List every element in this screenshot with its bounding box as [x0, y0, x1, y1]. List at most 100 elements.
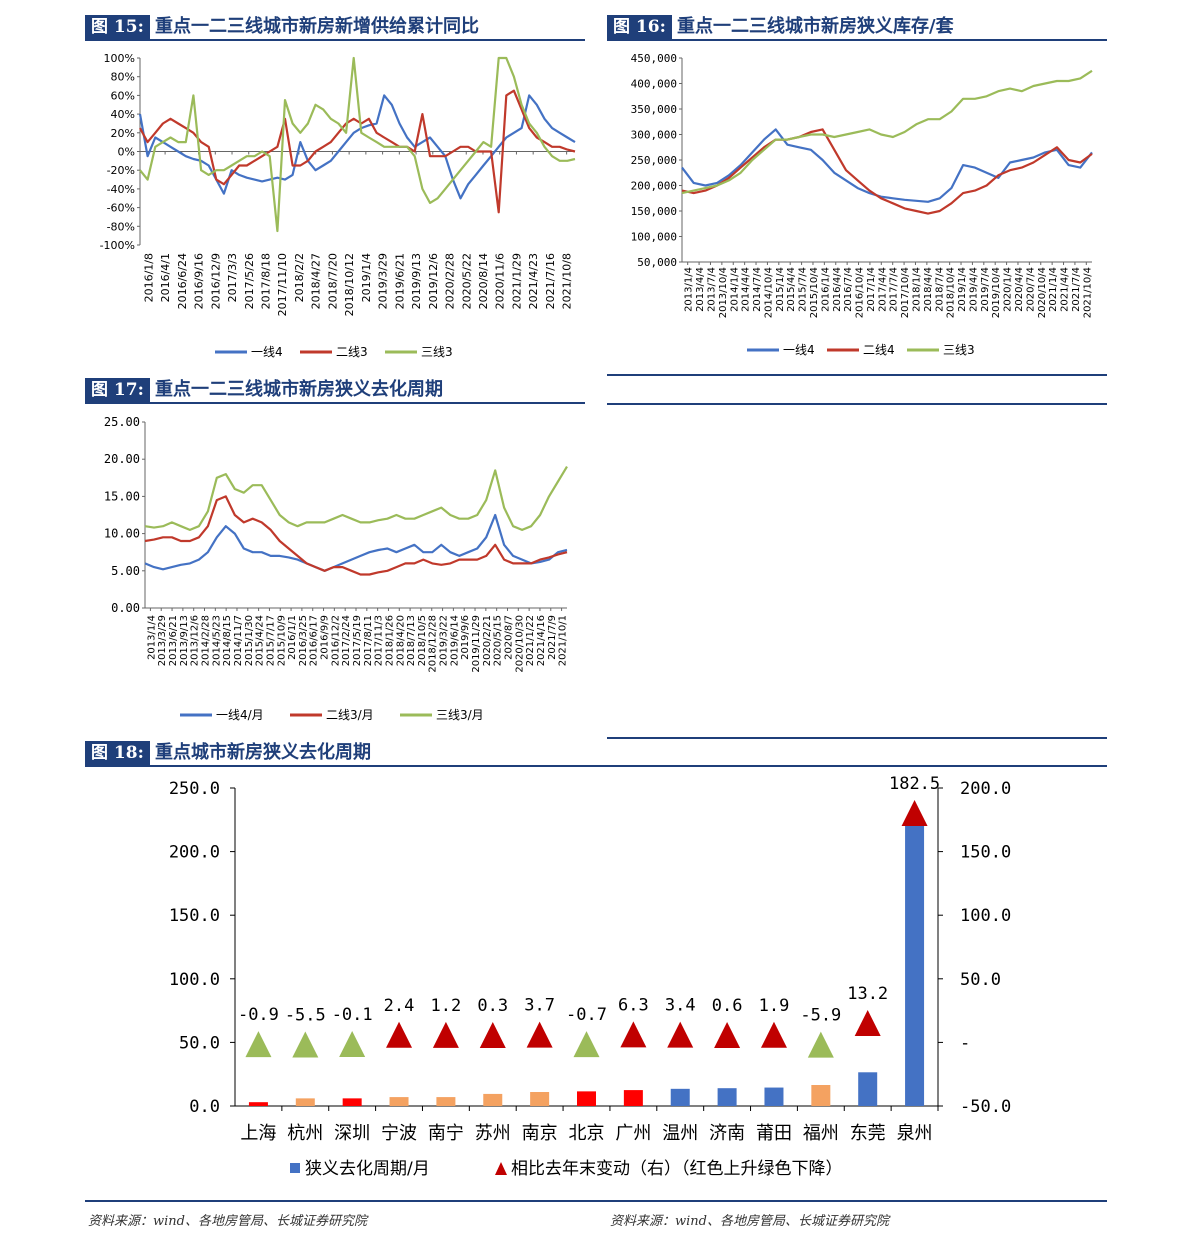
category-label: 北京	[569, 1123, 605, 1144]
series-line-2	[139, 89, 576, 214]
category-label: 南宁	[428, 1123, 464, 1144]
legend-label-3: 三线3	[421, 345, 453, 359]
x-tick-label: 2019/6/21	[393, 253, 406, 309]
divider	[85, 1200, 1107, 1202]
bar-10	[670, 1088, 690, 1106]
x-tick-label: 2018/2/2	[293, 253, 306, 302]
legend-label-1: 一线4	[251, 345, 283, 359]
x-tick-label: 2016/4/1	[159, 253, 172, 302]
y-tick-label: -60%	[107, 202, 135, 215]
x-tick-label: 2016/6/24	[176, 253, 189, 309]
x-tick-label: 2016/1/4	[820, 267, 831, 312]
down-triangle-marker	[292, 1031, 319, 1058]
x-tick-label: 2018/4/4	[923, 267, 934, 312]
x-tick-label: 2014/5/23	[211, 615, 222, 666]
y-tick-label: 450,000	[631, 52, 677, 65]
x-tick-label: 2013/4/4	[695, 267, 706, 312]
x-tick-label: 2016/12/2	[330, 615, 341, 666]
x-tick-label: 2015/4/24	[255, 615, 266, 666]
bar-4	[389, 1097, 409, 1106]
x-tick-label: 2013/9/13	[179, 615, 190, 666]
y-tick-label: 15.00	[104, 489, 140, 503]
up-triangle-marker	[714, 1021, 741, 1048]
category-label: 福州	[803, 1123, 839, 1144]
x-tick-label: 2021/7/9	[547, 615, 558, 660]
x-tick-label: 2017/5/26	[243, 253, 256, 309]
up-triangle-marker	[854, 1010, 881, 1036]
y-tick-label: 60%	[111, 89, 135, 102]
x-tick-label: 2013/7/4	[706, 267, 717, 312]
y-tick-label: 100,000	[631, 231, 677, 244]
x-tick-label: 2017/2/24	[341, 615, 352, 666]
panel-18-text: 重点城市新房狭义去化周期	[155, 742, 371, 763]
x-tick-label: 2019/9/13	[410, 253, 423, 309]
panel-17-text: 重点一二三线城市新房狭义去化周期	[155, 379, 443, 400]
x-tick-label: 2016/7/4	[843, 267, 854, 312]
up-triangle-marker	[901, 800, 928, 826]
x-tick-label: 2019/11/29	[471, 615, 482, 673]
y-tick-label: 250,000	[631, 154, 677, 167]
change-value-label: 0.6	[712, 996, 743, 1016]
panel-18-number: 图 18:	[85, 741, 150, 765]
x-tick-label: 2019/10/4	[991, 267, 1002, 318]
change-value-label: 3.4	[665, 996, 696, 1016]
x-tick-label: 2019/1/4	[957, 267, 968, 312]
x-tick-label: 2014/8/15	[222, 615, 233, 666]
panel-15-text: 重点一二三线城市新房新增供给累计同比	[155, 16, 479, 37]
y-tick-label: 200,000	[631, 180, 677, 193]
series-line-3	[139, 56, 576, 233]
change-value-label: 0.3	[477, 996, 508, 1016]
change-value-label: -0.9	[238, 1005, 279, 1025]
y-tick-label: -40%	[107, 183, 135, 196]
x-tick-label: 2018/10/5	[417, 615, 428, 666]
x-tick-label: 2017/4/4	[877, 267, 888, 312]
x-tick-label: 2020/8/7	[503, 615, 514, 660]
x-tick-label: 2015/7/17	[265, 615, 276, 666]
x-tick-label: 2020/10/30	[514, 615, 525, 673]
x-tick-label: 2019/7/4	[980, 267, 991, 312]
x-tick-label: 2013/12/6	[190, 615, 201, 666]
change-value-label: 1.2	[431, 996, 462, 1016]
x-tick-label: 2016/4/4	[832, 267, 843, 312]
up-triangle-marker	[667, 1021, 694, 1048]
bar-1	[248, 1102, 268, 1106]
category-label: 东莞	[850, 1123, 886, 1144]
y-tick-label: 150,000	[631, 205, 677, 218]
x-tick-label: 2021/1/4	[1048, 267, 1059, 312]
category-label: 南京	[522, 1123, 558, 1144]
left-y-tick-label: 200.0	[169, 843, 220, 863]
category-label: 杭州	[287, 1123, 323, 1144]
x-tick-label: 2020/5/22	[460, 253, 473, 309]
x-tick-label: 2014/2/28	[201, 615, 212, 666]
category-label: 上海	[240, 1123, 276, 1144]
x-tick-label: 2014/11/7	[233, 615, 244, 666]
x-tick-label: 2020/7/4	[1025, 267, 1036, 312]
y-tick-label: 300,000	[631, 129, 677, 142]
left-y-tick-label: 50.0	[179, 1033, 220, 1053]
source-note-right: 资料来源：wind、各地房管局、长城证券研究院	[610, 1214, 889, 1229]
left-y-tick-label: 0.0	[189, 1097, 220, 1117]
series-line-1	[144, 513, 568, 572]
x-tick-label: 2018/4/20	[395, 615, 406, 666]
x-tick-label: 2013/10/4	[718, 267, 729, 318]
panel-17-title: 图 17: 重点一二三线城市新房狭义去化周期	[85, 378, 585, 404]
down-triangle-marker	[339, 1031, 366, 1058]
change-value-label: -5.5	[285, 1006, 326, 1026]
x-tick-label: 2020/8/14	[477, 253, 490, 309]
x-tick-label: 2016/1/1	[287, 615, 298, 660]
x-tick-label: 2014/7/4	[752, 267, 763, 312]
x-tick-label: 2016/1/8	[142, 253, 155, 302]
x-tick-label: 2019/3/29	[377, 253, 390, 309]
up-triangle-marker	[760, 1021, 787, 1048]
x-tick-label: 2017/8/18	[259, 253, 272, 309]
change-value-label: -0.1	[332, 1005, 373, 1025]
x-tick-label: 2016/9/16	[193, 253, 206, 309]
panel-18-title: 图 18: 重点城市新房狭义去化周期	[85, 741, 1107, 767]
x-tick-label: 2014/10/4	[763, 267, 774, 318]
x-tick-label: 2019/9/6	[460, 615, 471, 660]
x-tick-label: 2021/4/4	[1060, 267, 1071, 312]
category-label: 宁波	[381, 1123, 417, 1144]
source-note-left: 资料来源：wind、各地房管局、长城证券研究院	[88, 1214, 367, 1229]
legend-label-1: 一线4/月	[216, 708, 264, 722]
